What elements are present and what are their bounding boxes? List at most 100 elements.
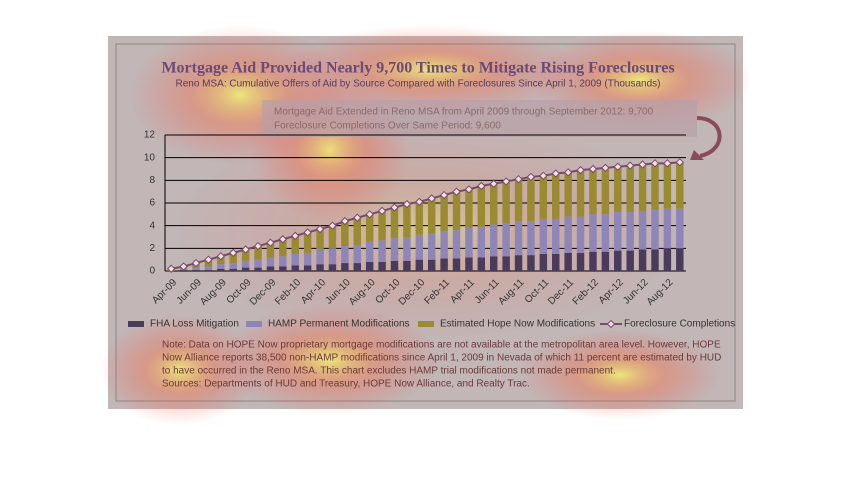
bar-segment (291, 265, 299, 271)
y-tick-label: 6 (149, 198, 155, 209)
bar-segment (465, 227, 473, 258)
marker (166, 264, 176, 273)
marker (229, 248, 238, 258)
bar-segment (341, 246, 349, 264)
bar-segment (316, 264, 324, 271)
annotation: Mortgage Aid Extended in Reno MSA from A… (274, 107, 654, 118)
bar-segment (552, 254, 560, 271)
bar-segment (502, 223, 510, 257)
marker (353, 213, 362, 222)
bar-segment (564, 172, 572, 217)
bar-segment (601, 214, 610, 252)
bar-segment (576, 252, 585, 271)
bar-segment (490, 183, 498, 225)
bar-segment (241, 267, 250, 271)
bar-segment (651, 249, 659, 271)
marker (402, 199, 412, 209)
bar-segment (477, 226, 486, 258)
bar-segment (552, 218, 560, 254)
annotation-arrow (696, 116, 722, 158)
bar-segment (279, 266, 287, 271)
marker (625, 161, 635, 170)
bar-segment (204, 269, 213, 271)
marker (489, 179, 498, 188)
bar-segment (626, 250, 634, 271)
bar-segment (229, 252, 237, 264)
marker (266, 238, 275, 247)
bar-segment (415, 234, 424, 260)
bar-segment (341, 221, 349, 247)
legend-swatch (418, 321, 434, 327)
bar-segment (353, 217, 361, 245)
bar-segment (539, 175, 548, 219)
bar-segment (316, 249, 324, 265)
y-tick-label: 4 (149, 220, 155, 231)
bar-segment (415, 259, 424, 271)
annotation-box (262, 100, 697, 137)
marker (216, 252, 226, 261)
bar-segment (614, 250, 622, 271)
marker (551, 169, 560, 178)
marker (563, 168, 573, 177)
bar-segment (254, 267, 262, 271)
bar-segment (576, 216, 585, 253)
bar-segment (217, 264, 225, 269)
y-tick-label: 2 (149, 243, 155, 254)
bar-segment (614, 166, 622, 213)
chart-title: Mortgage Aid Provided Nearly 9,700 Times… (161, 60, 674, 77)
bar-segment (490, 224, 498, 257)
bar-segment (490, 256, 498, 271)
marker (638, 160, 647, 169)
bar-segment (378, 240, 386, 262)
marker (501, 177, 511, 186)
bar-segment (217, 268, 225, 271)
marker (588, 164, 598, 174)
bar-segment (192, 269, 200, 271)
y-tick-label: 12 (144, 130, 156, 141)
legend-swatch (606, 319, 616, 329)
bar-segment (365, 241, 374, 262)
bar-segment (514, 221, 523, 256)
bar-segment (663, 248, 672, 271)
bar-segment (353, 244, 361, 264)
marker (328, 221, 337, 230)
marker (291, 231, 300, 241)
marker (278, 235, 288, 244)
bar-segment (676, 162, 684, 209)
bar-segment (527, 255, 535, 271)
bar-segment (552, 173, 560, 219)
bar-segment (254, 259, 262, 268)
bar-segment (440, 231, 448, 259)
marker (663, 159, 672, 168)
y-tick-label: 10 (144, 152, 156, 163)
bar-segment (514, 255, 523, 271)
bar-segment (514, 179, 523, 222)
note: Now Alliance reports 38,500 non-HAMP mod… (162, 353, 721, 364)
bar-segment (427, 233, 436, 260)
bar-segment (465, 257, 473, 271)
bar-segment (365, 214, 374, 242)
bar-segment (279, 239, 287, 257)
marker (303, 228, 312, 237)
bar-segment (303, 265, 312, 271)
bar-segment (626, 165, 634, 213)
bar-segment (341, 263, 349, 271)
bar-segment (663, 208, 672, 249)
bar-segment (589, 169, 597, 215)
legend-label: FHA Loss Mitigation (150, 319, 239, 330)
bar-segment (638, 164, 647, 211)
bar-segment (390, 260, 399, 271)
legend-label: Foreclosure Completions (624, 319, 735, 330)
y-tick-label: 0 (149, 266, 155, 277)
note: to have occurred in the Reno MSA. This c… (162, 366, 616, 377)
bar-segment (589, 214, 597, 252)
bar-segment (601, 251, 610, 271)
bar-segment (316, 229, 324, 250)
bar-segment (502, 256, 510, 271)
legend-label: Estimated Hope Now Modifications (440, 319, 595, 330)
bar-segment (266, 242, 275, 258)
bar-segment (527, 221, 535, 256)
bar-segment (452, 258, 461, 271)
bar-segment (353, 263, 361, 271)
bar-segment (440, 195, 448, 232)
